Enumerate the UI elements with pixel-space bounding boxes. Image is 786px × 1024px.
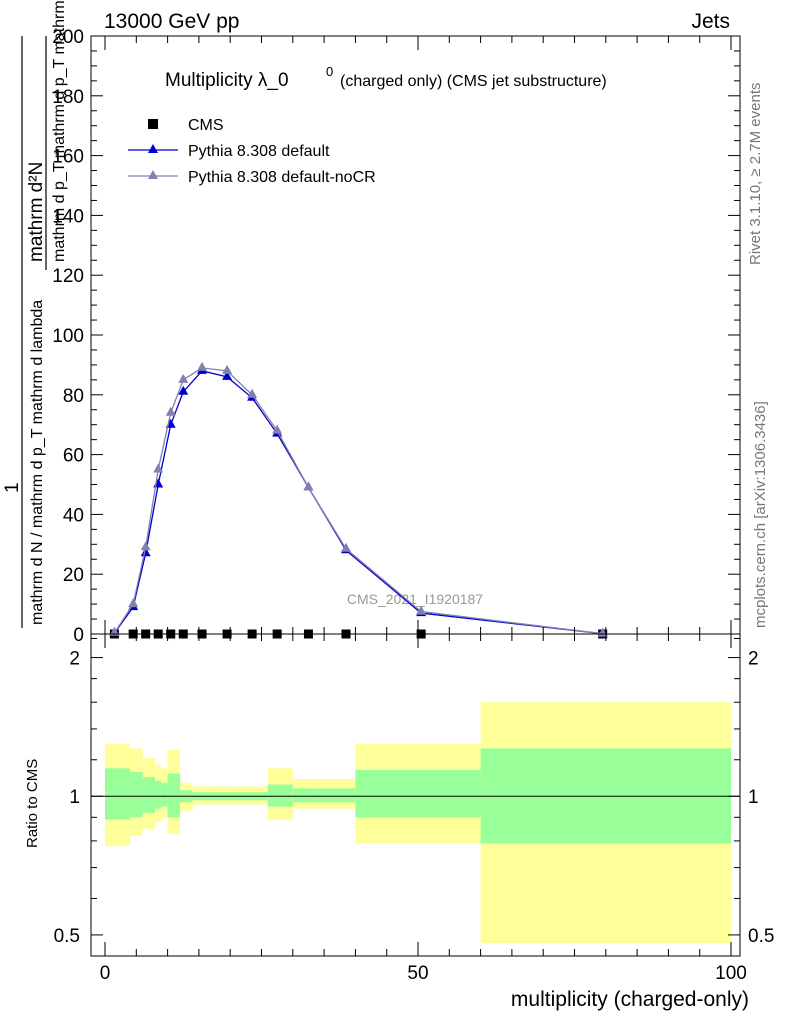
series-point-2 <box>140 541 151 551</box>
title-main: Multiplicity λ_0 <box>165 70 289 91</box>
series-point-2 <box>272 424 283 434</box>
series-point-2 <box>416 605 427 615</box>
ratio-band-green <box>142 777 156 813</box>
analysis-watermark: CMS_2021_I1920187 <box>347 591 483 607</box>
main-y-tick-label: 180 <box>52 87 84 108</box>
y-label-frac-num: mathrm d²N <box>26 162 47 262</box>
ratio-band-green <box>105 768 131 820</box>
plot-title: Multiplicity λ_0 0 (charged only) (CMS j… <box>165 64 607 91</box>
ratio-y-tick-label: 1 <box>69 787 80 808</box>
ratio-band-green <box>155 780 162 809</box>
ratio-band-green <box>292 788 318 803</box>
x-tick-label: 100 <box>715 963 747 984</box>
ratio-band-green <box>317 788 356 803</box>
ratio-y-tick-label-right: 2 <box>748 649 759 670</box>
series-line-2 <box>113 367 603 635</box>
legend-label-nocr: Pythia 8.308 default-noCR <box>188 169 376 186</box>
series-point-1 <box>140 547 151 557</box>
main-y-tick-label: 100 <box>52 326 84 347</box>
series-point-2 <box>341 542 352 552</box>
ratio-band-green <box>267 784 293 807</box>
ratio-band-green <box>355 770 481 818</box>
y-label-frac-den: mathrm d p_T mathrm d p_T mathrm d lambd… <box>51 0 68 262</box>
main-y-tick-label: 80 <box>63 386 84 407</box>
x-axis-label: multiplicity (charged-only) <box>511 988 749 1011</box>
x-tick-label: 50 <box>407 963 428 984</box>
main-y-tick-label: 160 <box>52 147 84 168</box>
main-y-tick-label: 140 <box>52 206 84 227</box>
ratio-band-green <box>167 773 181 818</box>
series-point-2 <box>247 388 258 398</box>
series-point-2 <box>197 361 208 371</box>
series-point-2 <box>153 463 164 473</box>
series-line-1 <box>113 370 603 635</box>
ratio-plot-frame <box>90 633 741 957</box>
main-y-tick-label: 60 <box>63 446 84 467</box>
ratio-bands-group <box>105 702 731 944</box>
ratio-band-green <box>161 782 168 807</box>
series-point-2 <box>222 364 233 374</box>
rivet-label: Rivet 3.1.10, ≥ 2.7M events <box>747 83 764 266</box>
ratio-y-tick-label: 0.5 <box>54 926 80 947</box>
y-label-num: 1 <box>2 482 23 493</box>
series-point-2 <box>178 373 189 383</box>
category-label: Jets <box>691 10 730 33</box>
legend-label-cms: CMS <box>188 117 224 134</box>
legend-marker-default <box>148 144 158 153</box>
main-series-group <box>109 361 608 639</box>
main-y-tick-label: 40 <box>63 505 84 526</box>
ratio-y-tick-label-right: 0.5 <box>748 926 774 947</box>
series-point-2 <box>128 598 139 608</box>
main-y-tick-label: 200 <box>52 27 84 48</box>
main-y-ticks: 0 20 40 60 80 100 120 140 160 180 200 <box>52 27 740 646</box>
series-point-1 <box>178 385 189 395</box>
legend-marker-nocr <box>148 170 158 179</box>
title-sup: 0 <box>326 64 333 79</box>
ratio-y-tick-label: 2 <box>69 649 80 670</box>
series-point-1 <box>222 370 233 380</box>
legend-marker-cms <box>148 119 158 129</box>
series-point-2 <box>165 406 176 416</box>
series-point-2 <box>303 481 314 491</box>
legend: CMS Pythia 8.308 default Pythia 8.308 de… <box>128 117 376 186</box>
main-y-tick-label: 120 <box>52 266 84 287</box>
x-axis-ticks: 0 50 100 <box>100 36 747 984</box>
main-y-tick-label: 20 <box>63 565 84 586</box>
series-point-1 <box>153 478 164 488</box>
ratio-y-label: Ratio to CMS <box>24 759 41 848</box>
mcplots-label: mcplots.cern.ch [arXiv:1306.3436] <box>752 401 769 628</box>
legend-label-default: Pythia 8.308 default <box>188 143 330 160</box>
ratio-y-tick-label-right: 1 <box>748 787 759 808</box>
title-small: (charged only) (CMS jet substructure) <box>340 73 607 90</box>
x-tick-label: 0 <box>100 963 111 984</box>
ratio-y-ticks: 0.5 0.5 1 1 2 2 <box>54 637 774 947</box>
main-y-axis-label: mathrm d²N mathrm d p_T mathrm d p_T mat… <box>2 0 68 628</box>
ratio-band-green <box>130 771 143 818</box>
main-y-tick-label: 0 <box>73 625 84 646</box>
energy-label: 13000 GeV pp <box>104 10 239 33</box>
y-label-den: mathrm d N / mathrm d p_T mathrm d lambd… <box>29 300 46 625</box>
